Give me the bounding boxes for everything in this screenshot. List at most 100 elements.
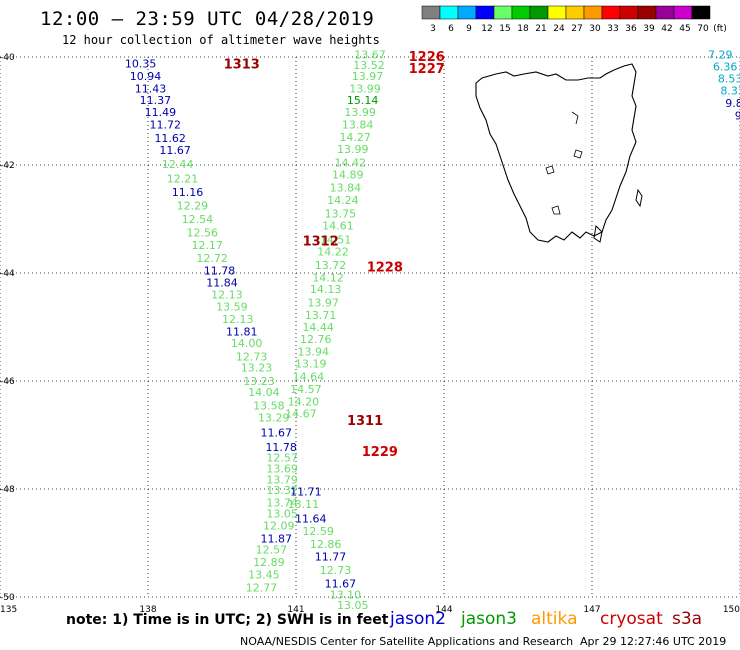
wave-height-value: 11.87	[261, 533, 293, 546]
pass-number-label: 1229	[362, 445, 398, 460]
satellite-cryosat: cryosat	[600, 609, 663, 629]
wave-height-value: 13.11	[288, 498, 320, 511]
wave-height-value: 12.73	[236, 351, 268, 364]
wave-height-value: 12.89	[253, 556, 285, 569]
wave-height-value: 12.57	[256, 543, 288, 556]
legend-value: 3	[430, 24, 436, 34]
wave-height-value: 14.57	[290, 383, 322, 396]
color-legend: 3 6 9 12 15 18 21 24 27 30 33 36 39 42 45 70 (ft)	[421, 5, 727, 34]
pass-number-label: 1227	[409, 62, 445, 77]
wave-height-value: 12.13	[211, 289, 243, 302]
wave-height-value: 12.57	[266, 452, 298, 465]
wave-height-value: 11.67	[261, 426, 293, 439]
legend-value: 21	[535, 24, 546, 34]
legend-value: 27	[571, 24, 582, 34]
wave-height-value: 13.23	[241, 362, 273, 375]
satellite-s3a: s3a	[672, 609, 703, 629]
wave-height-value: 13.99	[349, 82, 381, 95]
lon-tick-label: 147	[583, 605, 600, 615]
wave-height-value: 13.23	[243, 375, 275, 388]
wave-height-value: 11.37	[140, 94, 172, 107]
wave-height-value: 14.44	[302, 321, 334, 334]
page-title: 12:00 – 23:59 UTC 04/28/2019	[40, 8, 375, 30]
wave-height-value: 14.04	[248, 386, 280, 399]
wave-height-value: 13.10	[330, 588, 362, 601]
wave-height-value: 13.72	[315, 259, 347, 272]
pass-number-label: 1313	[224, 57, 260, 72]
wave-height-value: 11.72	[150, 119, 182, 132]
wave-height-value: 12.09	[263, 520, 295, 533]
legend-swatch	[565, 5, 585, 20]
tasmania-coastline	[475, 63, 643, 243]
lat-tick-label: -50	[0, 593, 15, 603]
lon-tick-label: 141	[287, 605, 304, 615]
footer-note: note: 1) Time is in UTC; 2) SWH is in fe…	[66, 612, 389, 628]
wave-height-value: 13.52	[353, 59, 385, 72]
lat-tick-label: -44	[0, 269, 15, 279]
wave-height-value: 11.78	[204, 264, 236, 277]
legend-swatch	[493, 5, 513, 20]
wave-height-value: 13.59	[216, 300, 248, 313]
legend-value: 6	[448, 24, 454, 34]
satellite-jason3: jason3	[461, 609, 517, 629]
page-subtitle: 12 hour collection of altimeter wave hei…	[62, 33, 380, 47]
legend-swatch	[457, 5, 477, 20]
wave-height-value: 13.69	[266, 462, 298, 475]
legend-swatch	[583, 5, 603, 20]
legend-value: 36	[625, 24, 637, 34]
wave-height-value: 10.35	[125, 57, 157, 70]
wave-height-value: 13.99	[337, 143, 369, 156]
wave-height-value: 12.17	[191, 239, 223, 252]
inland-lake-3	[551, 205, 561, 215]
wave-height-value: 13.84	[330, 182, 362, 195]
inland-lake-2	[545, 165, 555, 175]
legend-value: 39	[643, 24, 655, 34]
legend-swatch	[637, 5, 657, 20]
wave-height-value: 11.64	[295, 513, 327, 526]
legend-swatch	[439, 5, 459, 20]
wave-height-value: 13.74	[266, 497, 298, 510]
legend-unit: (ft)	[713, 24, 727, 34]
lat-tick-label: -42	[0, 161, 15, 171]
legend-value: 70	[697, 24, 709, 34]
wave-height-value: 12.77	[246, 581, 278, 594]
wave-height-value: 9.	[735, 109, 740, 122]
wave-height-value: 11.77	[315, 551, 347, 564]
legend-value: 30	[589, 24, 601, 34]
wave-height-value: 12.56	[187, 227, 219, 240]
lat-tick-label: -46	[0, 377, 15, 387]
wave-height-value: 11.62	[154, 132, 186, 145]
wave-height-value: 12.54	[182, 213, 214, 226]
satellite-jason2: jason2	[390, 609, 446, 629]
tasmania-outline	[475, 63, 637, 243]
wave-height-value: 12.86	[310, 538, 342, 551]
wave-height-value: 13.75	[325, 208, 357, 221]
wave-height-value: 13.97	[352, 70, 384, 83]
wave-height-value: 14.13	[310, 283, 342, 296]
wave-height-value: 7.29	[708, 48, 733, 61]
legend-swatch	[547, 5, 567, 20]
wave-height-value: 10.94	[130, 70, 162, 83]
legend-value: 12	[481, 24, 492, 34]
wave-height-value: 12.73	[320, 564, 352, 577]
wave-height-value: 8.33	[720, 84, 740, 97]
wave-height-value: 14.20	[288, 396, 320, 409]
legend-value: 42	[661, 24, 672, 34]
pass-number-label: 1226	[409, 50, 445, 65]
wave-height-value: 13.05	[266, 507, 298, 520]
wave-height-value: 11.49	[145, 106, 177, 119]
wave-height-value: 13.67	[354, 48, 386, 61]
wave-height-value: 12.76	[300, 333, 332, 346]
wave-height-value: 11.81	[226, 325, 258, 338]
wave-height-value: 14.12	[312, 271, 344, 284]
pass-number-label: 1311	[347, 414, 383, 429]
wave-height-value: 13.71	[305, 309, 337, 322]
pass-number-label: 1312	[303, 235, 339, 250]
wave-height-value: 11.43	[135, 82, 167, 95]
wave-height-value: 9.85	[725, 97, 740, 110]
wave-height-value: 12.29	[177, 200, 209, 213]
lat-tick-label: -48	[0, 485, 15, 495]
wave-height-value: 14.51	[320, 234, 352, 247]
footer-timestamp: Apr 29 12:27:46 UTC 2019	[580, 635, 727, 648]
